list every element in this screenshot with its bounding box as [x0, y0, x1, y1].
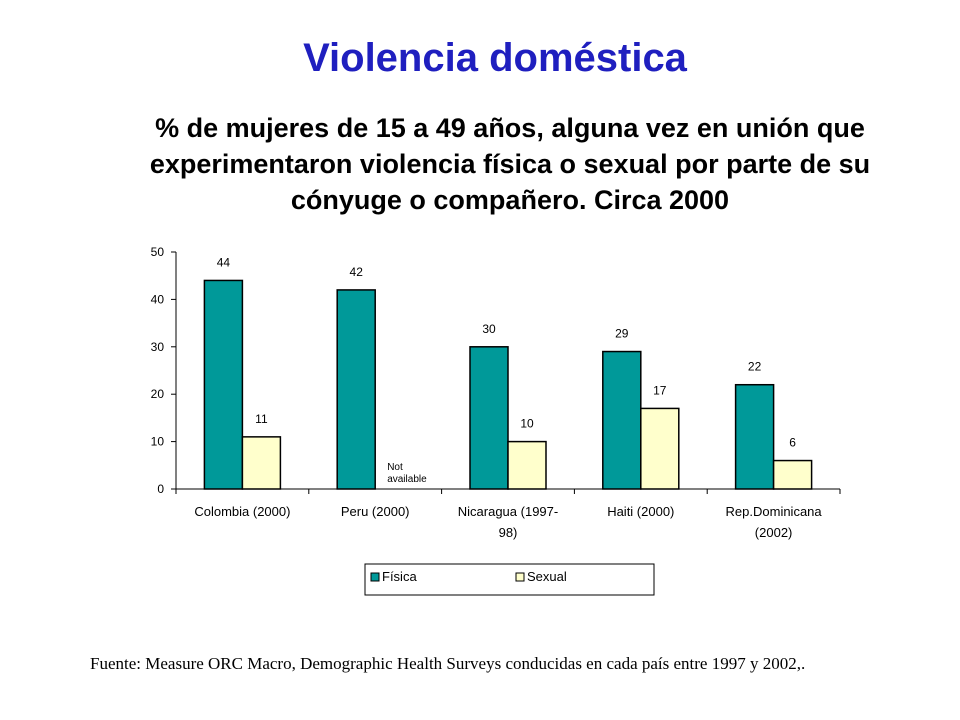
- not-available-label: available: [387, 474, 427, 485]
- category-label: 98): [499, 525, 518, 540]
- category-label: Colombia (2000): [194, 504, 290, 519]
- category-label: Rep.Dominicana: [726, 504, 823, 519]
- data-label: 6: [789, 436, 796, 450]
- not-available-label: Not: [387, 462, 403, 473]
- legend-swatch-sexual: [515, 572, 525, 582]
- legend-box: [364, 563, 655, 596]
- y-tick-label: 10: [151, 435, 165, 449]
- bar-sexual: [640, 407, 680, 490]
- category-label: (2002): [755, 525, 793, 540]
- bar-fisica: [469, 346, 509, 490]
- data-label: 29: [615, 327, 629, 341]
- bar-sexual: [241, 436, 282, 490]
- source-note: Fuente: Measure ORC Macro, Demographic H…: [90, 654, 806, 673]
- bar-fisica: [203, 279, 244, 490]
- bar-sexual: [507, 440, 547, 490]
- subtitle-line: cónyuge o compañero. Circa 2000: [290, 185, 730, 215]
- legend-label: Física: [382, 569, 417, 584]
- data-label: 10: [520, 417, 534, 431]
- data-label: 17: [653, 383, 667, 397]
- subtitle-line: experimentaron violencia física o sexual…: [149, 149, 871, 179]
- category-label: Peru (2000): [341, 504, 410, 519]
- bar-fisica: [734, 383, 775, 490]
- data-label: 42: [350, 265, 364, 279]
- data-label: 44: [217, 255, 231, 269]
- data-label: 22: [748, 360, 762, 374]
- subtitle-line: % de mujeres de 15 a 49 años, alguna vez…: [155, 113, 865, 143]
- y-tick-label: 20: [151, 387, 165, 401]
- legend-label: Sexual: [527, 569, 567, 584]
- y-tick-label: 30: [151, 340, 165, 354]
- bar-fisica: [602, 350, 642, 490]
- y-tick-label: 40: [151, 292, 165, 306]
- chart-subtitle: % de mujeres de 15 a 49 años, alguna vez…: [60, 110, 960, 218]
- y-tick-label: 0: [157, 482, 164, 496]
- data-label: 30: [482, 322, 496, 336]
- category-label: Haiti (2000): [607, 504, 674, 519]
- bar-fisica: [336, 289, 376, 490]
- category-label: Nicaragua (1997-: [458, 504, 558, 519]
- data-label: 11: [255, 412, 268, 426]
- page-title: Violencia doméstica: [303, 36, 687, 80]
- y-tick-label: 50: [151, 245, 165, 259]
- bar-sexual: [772, 459, 813, 490]
- legend-swatch-fisica: [370, 572, 380, 582]
